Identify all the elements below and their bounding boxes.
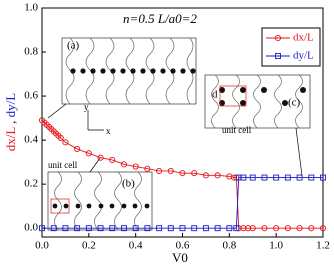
marker xyxy=(214,225,221,232)
annotation: unit cell xyxy=(222,125,252,135)
marker xyxy=(320,174,326,181)
marker xyxy=(74,145,81,152)
marker xyxy=(191,225,198,232)
marker xyxy=(249,174,256,181)
y-axis-label: dx/L , dy/L xyxy=(3,93,18,151)
marker xyxy=(74,225,81,232)
annotation: d xyxy=(212,89,218,101)
marker xyxy=(167,225,174,232)
marker xyxy=(261,174,268,181)
x-tick-label: 1.0 xyxy=(269,240,283,252)
marker xyxy=(202,225,209,232)
marker xyxy=(50,225,57,232)
inset-c xyxy=(204,74,311,177)
marker xyxy=(274,34,282,42)
series-line xyxy=(42,177,323,229)
marker xyxy=(284,225,291,232)
legend-box xyxy=(261,27,321,67)
x-tick-label: 0.4 xyxy=(129,240,143,252)
marker xyxy=(214,172,221,179)
marker xyxy=(97,154,104,161)
marker xyxy=(120,161,128,168)
y-label-part: , xyxy=(3,117,18,127)
inset-a xyxy=(47,37,197,131)
marker xyxy=(167,167,174,174)
legend-label: dy/L xyxy=(293,50,314,62)
marker xyxy=(132,225,139,232)
annotation: (b) xyxy=(122,178,135,190)
marker xyxy=(62,225,69,232)
x-tick-label: 0.0 xyxy=(35,240,49,252)
y-tick-label: 0.6 xyxy=(24,90,38,102)
marker xyxy=(57,134,64,141)
legend-label: dx/L xyxy=(293,32,314,44)
marker xyxy=(191,170,198,177)
marker xyxy=(308,174,315,181)
marker xyxy=(109,225,116,232)
marker xyxy=(156,167,163,174)
marker xyxy=(85,225,92,232)
chart-title: n=0.5 L/a0=2 xyxy=(123,11,197,26)
marker xyxy=(97,225,104,232)
marker xyxy=(273,174,280,181)
y-tick-label: 0.8 xyxy=(24,46,38,58)
marker xyxy=(226,225,233,232)
x-tick-label: 1.2 xyxy=(316,240,330,252)
x-tick-label: 0.2 xyxy=(82,240,96,252)
y-tick-label: 0.0 xyxy=(24,222,38,234)
annotation: unit cell xyxy=(48,160,78,170)
marker xyxy=(179,225,186,232)
marker xyxy=(85,150,92,157)
marker xyxy=(308,225,315,232)
marker xyxy=(132,163,139,170)
annotation: y xyxy=(84,102,89,112)
y-label-part: dy/L xyxy=(3,93,18,118)
marker xyxy=(39,225,45,232)
marker xyxy=(62,139,69,146)
marker xyxy=(245,225,252,232)
marker xyxy=(109,156,116,163)
annotation: x xyxy=(106,126,111,136)
x-tick-label: 0.8 xyxy=(222,240,236,252)
y-label-part: dx/L xyxy=(3,127,18,152)
marker xyxy=(249,225,256,232)
marker xyxy=(240,225,247,232)
marker xyxy=(319,225,327,232)
annotation: (c) xyxy=(288,97,301,109)
marker xyxy=(296,174,303,181)
y-tick-label: 0.2 xyxy=(24,178,38,190)
marker xyxy=(179,170,186,177)
y-tick-label: 1.0 xyxy=(24,2,38,14)
marker xyxy=(144,225,151,232)
marker xyxy=(202,172,209,179)
marker xyxy=(233,225,240,232)
marker xyxy=(121,225,127,232)
x-tick-label: 0.6 xyxy=(176,240,190,252)
y-tick-label: 0.4 xyxy=(24,134,38,146)
marker xyxy=(240,174,247,181)
legend: dx/L dy/L xyxy=(261,27,321,67)
marker xyxy=(273,225,280,232)
x-axis-label: V0 xyxy=(172,250,188,265)
marker xyxy=(261,225,268,232)
marker xyxy=(296,225,303,232)
marker xyxy=(156,225,163,232)
marker xyxy=(275,53,281,59)
annotation: (a) xyxy=(67,40,80,52)
marker xyxy=(144,165,151,172)
inset-b xyxy=(47,157,153,231)
marker xyxy=(284,174,291,181)
